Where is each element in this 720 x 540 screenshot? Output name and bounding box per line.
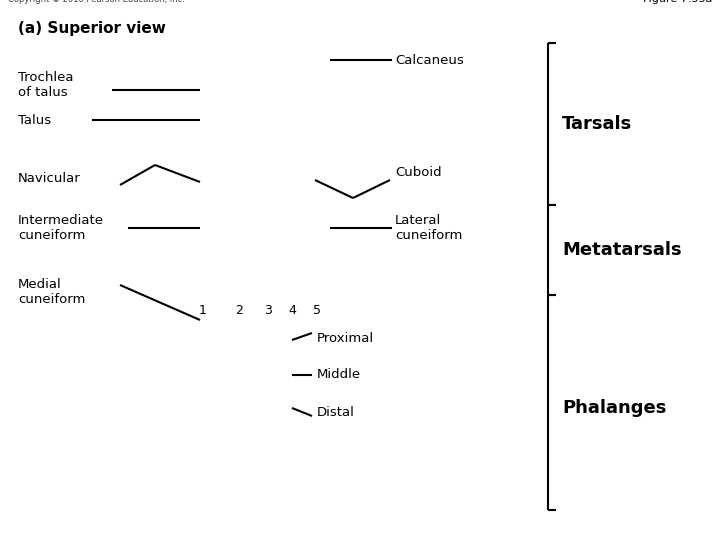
Text: 3: 3	[264, 303, 272, 316]
Text: Middle: Middle	[317, 368, 361, 381]
Text: 5: 5	[313, 303, 321, 316]
Text: 1: 1	[199, 303, 207, 316]
Text: Metatarsals: Metatarsals	[562, 241, 682, 259]
Text: (a) Superior view: (a) Superior view	[18, 21, 166, 36]
Text: Distal: Distal	[317, 406, 355, 419]
Text: Trochlea
of talus: Trochlea of talus	[18, 71, 73, 99]
Text: 2: 2	[235, 303, 243, 316]
Text: Talus: Talus	[18, 113, 51, 126]
Text: Lateral
cuneiform: Lateral cuneiform	[395, 214, 462, 242]
Text: Tarsals: Tarsals	[562, 115, 632, 133]
Text: Cuboid: Cuboid	[395, 166, 441, 179]
Text: Calcaneus: Calcaneus	[395, 53, 464, 66]
Text: 4: 4	[288, 303, 296, 316]
Text: Navicular: Navicular	[18, 172, 81, 185]
Text: Phalanges: Phalanges	[562, 399, 667, 417]
Text: Copyright © 2010 Pearson Education, Inc.: Copyright © 2010 Pearson Education, Inc.	[8, 0, 185, 4]
Text: Figure 7.33a: Figure 7.33a	[643, 0, 712, 4]
Text: Intermediate
cuneiform: Intermediate cuneiform	[18, 214, 104, 242]
Text: Proximal: Proximal	[317, 332, 374, 345]
Text: Medial
cuneiform: Medial cuneiform	[18, 278, 86, 306]
